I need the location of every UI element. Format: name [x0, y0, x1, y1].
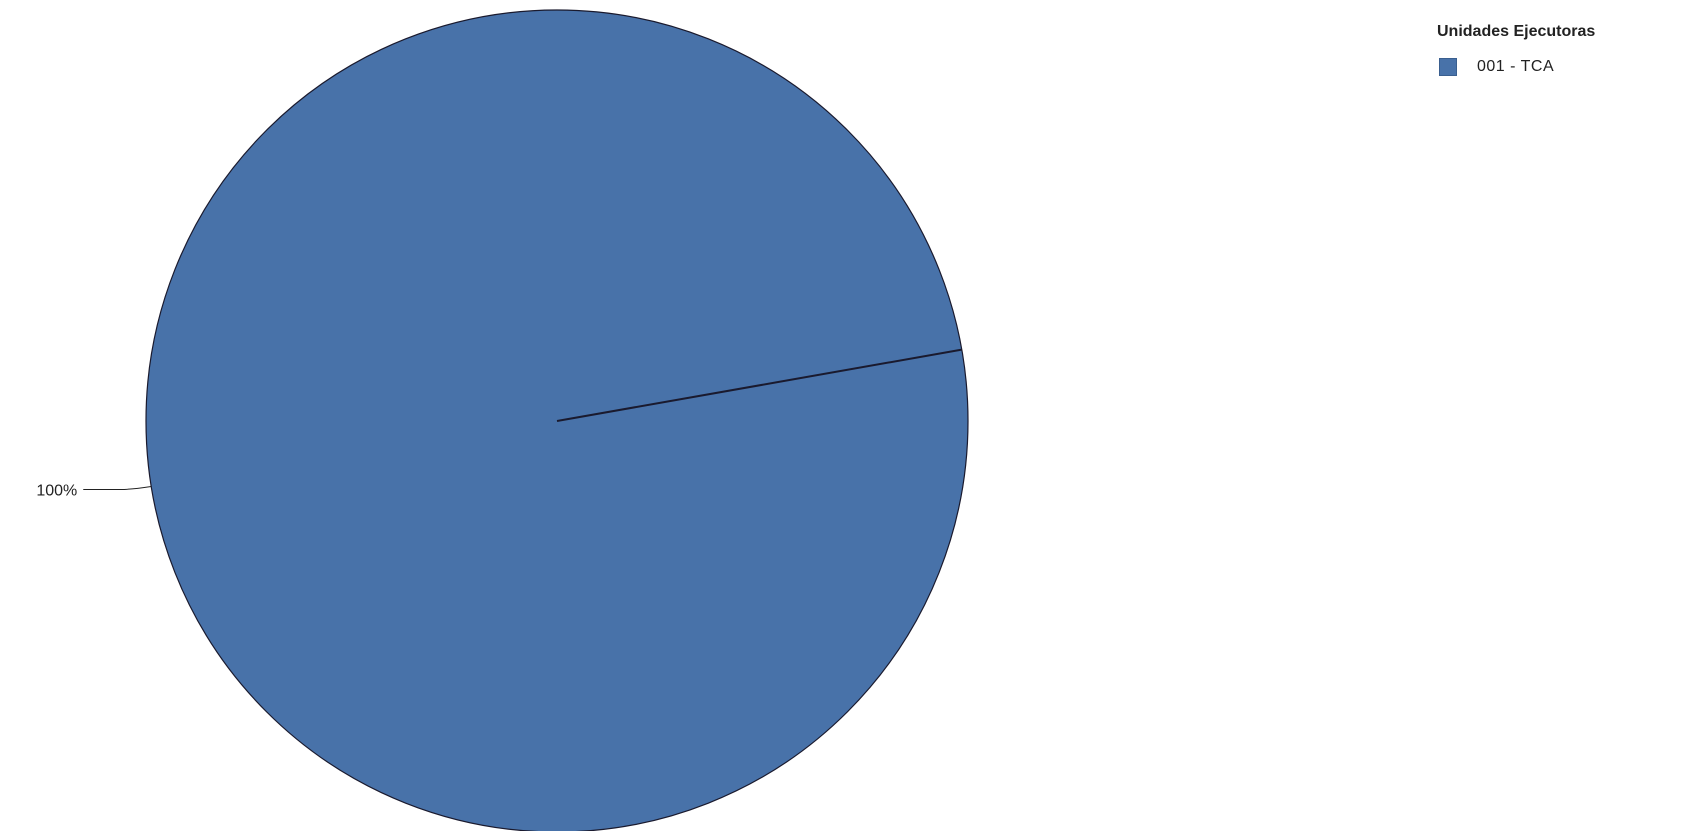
pie-labels: 100% — [36, 482, 152, 499]
slice-boundary — [556, 348, 962, 422]
pie-slices — [145, 9, 969, 831]
label-leader-line — [83, 485, 152, 490]
legend-swatch — [1439, 58, 1457, 76]
slice-percent-label: 100% — [36, 482, 77, 499]
legend-label: 001 - TCA — [1477, 58, 1555, 75]
legend-item[interactable]: 001 - TCA — [1437, 56, 1667, 78]
legend: Unidades Ejecutoras 001 - TCA — [1437, 22, 1667, 78]
legend-title: Unidades Ejecutoras — [1437, 23, 1596, 40]
